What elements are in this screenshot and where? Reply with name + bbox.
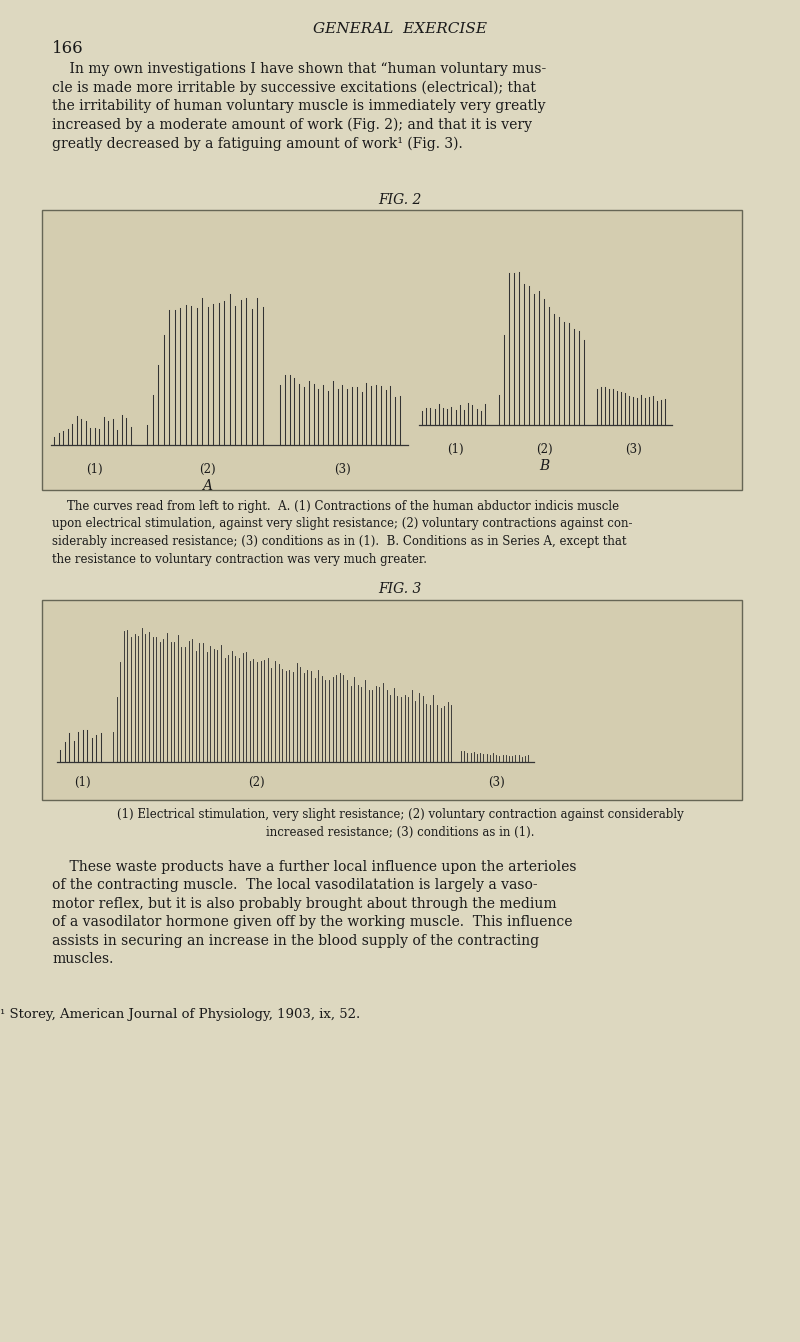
Text: (3): (3): [625, 443, 642, 456]
Text: (2): (2): [199, 463, 216, 476]
Bar: [42, 209, 742, 490]
Text: (1) Electrical stimulation, very slight resistance; (2) voluntary contraction ag: (1) Electrical stimulation, very slight …: [117, 808, 683, 839]
Text: (1): (1): [86, 463, 103, 476]
Text: A: A: [202, 479, 213, 493]
Text: FIG. 2: FIG. 2: [378, 193, 422, 207]
Bar: [42, 600, 742, 800]
Text: GENERAL  EXERCISE: GENERAL EXERCISE: [313, 21, 487, 36]
Text: 166: 166: [52, 40, 84, 56]
Text: (1): (1): [74, 776, 91, 789]
Text: (2): (2): [248, 776, 265, 789]
Text: FIG. 3: FIG. 3: [378, 582, 422, 596]
Text: (3): (3): [488, 776, 505, 789]
Text: The curves read from left to right.  A. (1) Contractions of the human abductor i: The curves read from left to right. A. (…: [52, 501, 633, 565]
Text: (3): (3): [334, 463, 350, 476]
Text: (2): (2): [536, 443, 553, 456]
Text: (1): (1): [447, 443, 464, 456]
Text: These waste products have a further local influence upon the arterioles
of the c: These waste products have a further loca…: [52, 860, 577, 966]
Text: B: B: [539, 459, 550, 472]
Text: ¹ Storey, American Journal of Physiology, 1903, ix, 52.: ¹ Storey, American Journal of Physiology…: [0, 1008, 360, 1021]
Text: In my own investigations I have shown that “human voluntary mus-
cle is made mor: In my own investigations I have shown th…: [52, 62, 546, 152]
